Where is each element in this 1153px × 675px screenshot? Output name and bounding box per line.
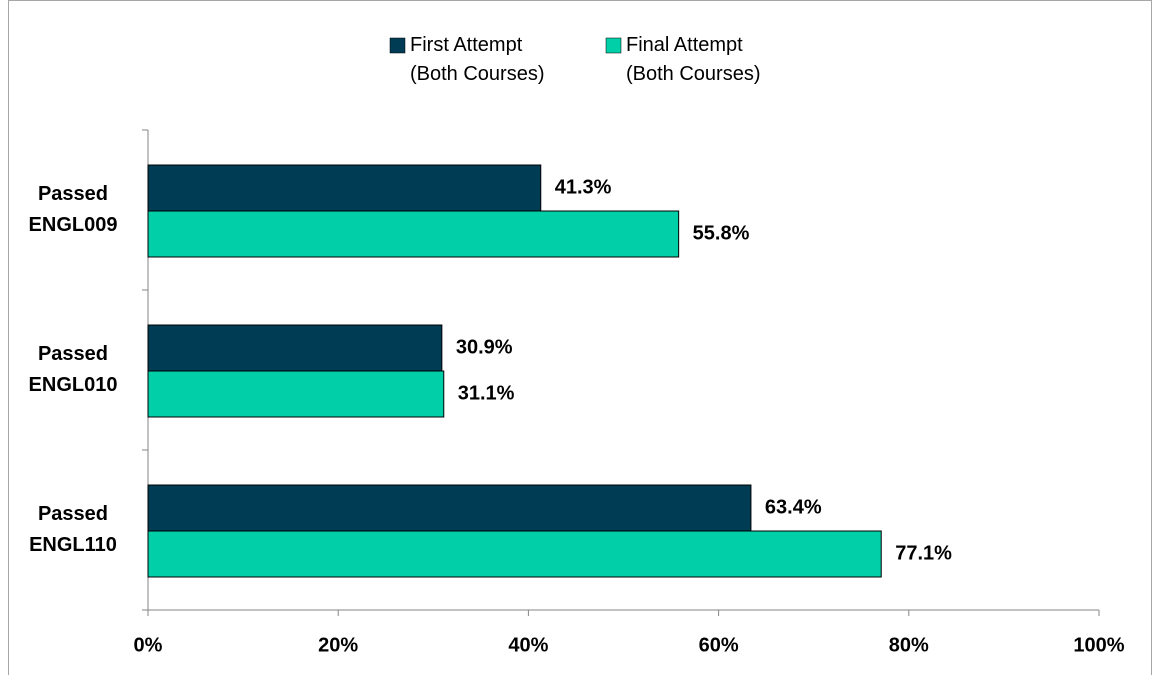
x-tick-label: 20% — [318, 634, 358, 656]
y-tick-label: Passed ENGL010 — [28, 343, 118, 396]
y-tick-label: Passed ENGL110 — [29, 503, 117, 556]
x-tick-label: 60% — [699, 634, 739, 656]
bar — [147, 370, 445, 418]
data-label: 77.1% — [895, 542, 952, 564]
bar — [147, 530, 882, 578]
bar — [147, 484, 752, 532]
bar — [147, 164, 542, 212]
x-tick-label: 80% — [889, 634, 929, 656]
y-tick-label: Passed ENGL009 — [28, 183, 118, 236]
legend-swatch — [389, 37, 406, 54]
x-tick-label: 0% — [134, 634, 163, 656]
legend-label: Final Attempt (Both Courses) — [626, 34, 761, 85]
data-label: 31.1% — [458, 382, 515, 404]
bar — [147, 210, 680, 258]
bar — [147, 324, 443, 372]
data-label: 30.9% — [456, 336, 513, 358]
data-label: 41.3% — [555, 176, 612, 198]
chart-frame — [8, 0, 1152, 675]
data-label: 55.8% — [693, 222, 750, 244]
data-label: 63.4% — [765, 496, 822, 518]
legend-label: First Attempt (Both Courses) — [410, 34, 545, 85]
legend-swatch — [605, 37, 622, 54]
x-tick-label: 40% — [508, 634, 548, 656]
x-tick-label: 100% — [1073, 634, 1124, 656]
